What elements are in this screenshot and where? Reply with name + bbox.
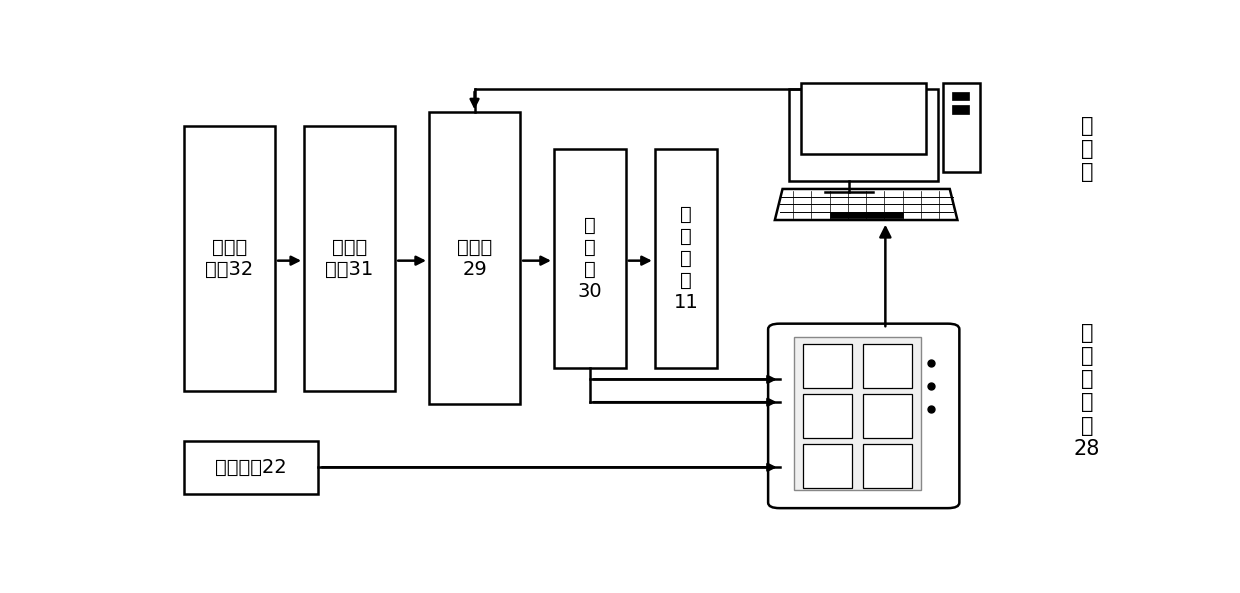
Bar [655,149,717,368]
Bar [429,112,521,404]
Bar [304,126,396,391]
Bar [802,394,852,438]
Bar [801,84,926,154]
Bar [863,344,913,388]
Bar [951,92,968,100]
Bar [863,394,913,438]
FancyBboxPatch shape [768,324,960,508]
Polygon shape [775,189,957,220]
Text: 步
进
电
机
11: 步 进 电 机 11 [673,205,698,312]
Text: 光
纤
光
谱
仪
28: 光 纤 光 谱 仪 28 [1074,323,1100,459]
Bar [794,337,921,490]
Text: 继
电
器
30: 继 电 器 30 [578,216,603,301]
Text: 红外发
射器32: 红外发 射器32 [206,238,254,279]
Bar [951,106,968,114]
Bar [830,212,903,218]
Text: 主控板
29: 主控板 29 [456,238,492,279]
Text: 光纤探头22: 光纤探头22 [216,458,286,477]
Bar [942,82,980,171]
Bar [802,444,852,488]
Bar [554,149,626,368]
Text: 红外接
收器31: 红外接 收器31 [325,238,373,279]
Bar [184,441,319,493]
Bar [184,126,275,391]
Bar [863,444,913,488]
Bar [802,344,852,388]
Text: 计
算
机: 计 算 机 [1081,116,1094,182]
Bar [789,90,939,181]
